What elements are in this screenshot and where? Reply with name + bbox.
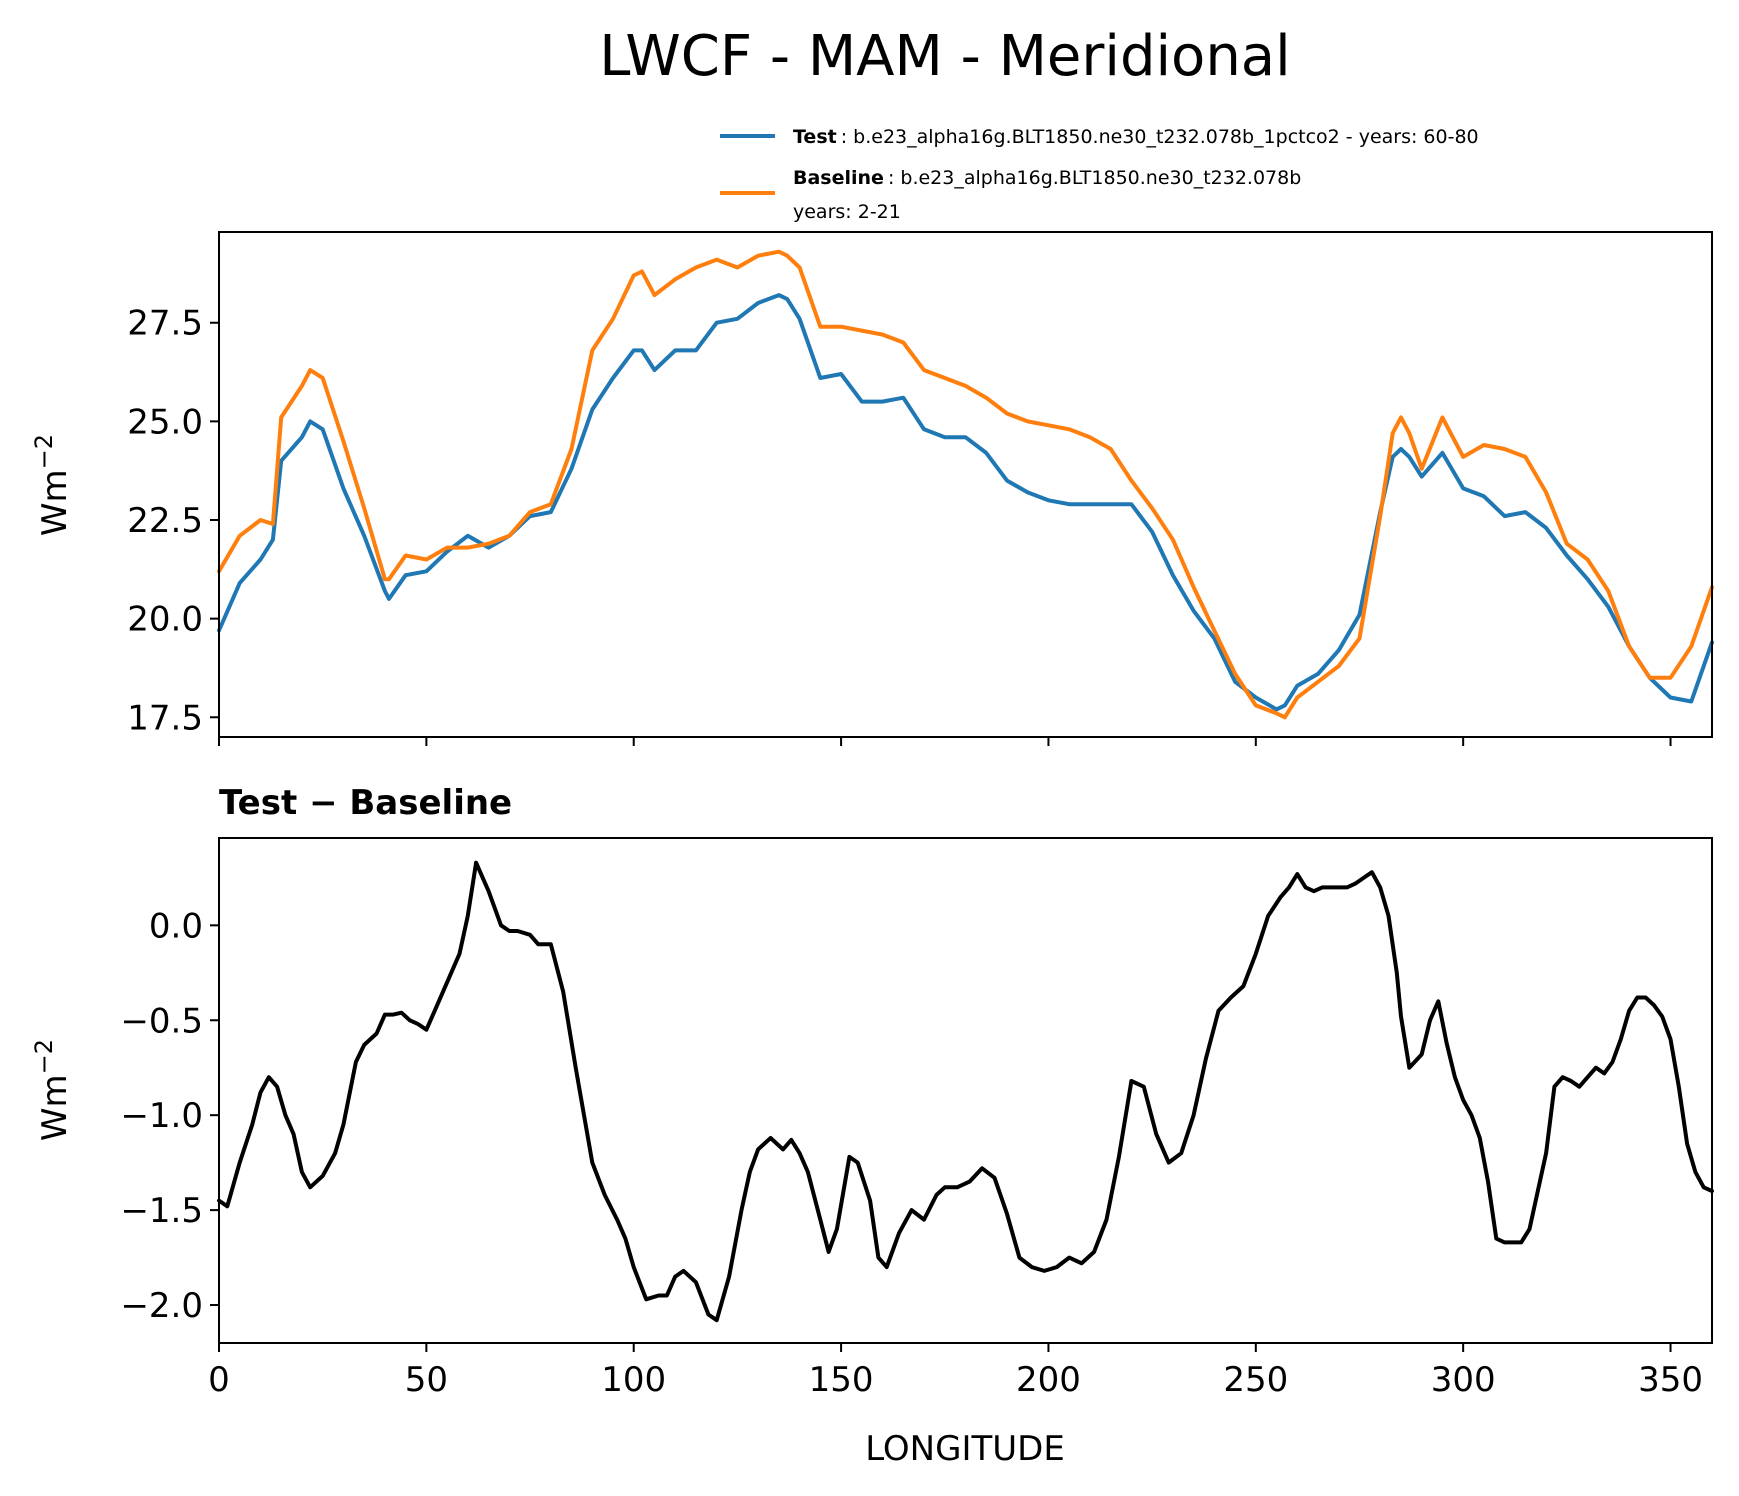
bottom-xtick-label: 0 xyxy=(208,1360,230,1400)
top-ytick-label: 17.5 xyxy=(127,698,203,738)
bottom-ytick-label: 0.0 xyxy=(149,906,203,946)
bottom-panel-title: Test − Baseline xyxy=(219,783,512,823)
legend: Test: b.e23_alpha16g.BLT1850.ne30_t232.0… xyxy=(720,126,1479,223)
bottom-xtick-label: 250 xyxy=(1223,1360,1288,1400)
bottom-xtick-label: 100 xyxy=(601,1360,666,1400)
top-series xyxy=(217,249,1714,720)
bottom-xtick-label: 300 xyxy=(1431,1360,1496,1400)
bottom-ylabel: Wm−2 xyxy=(30,1039,75,1141)
bottom-axes-frame xyxy=(218,837,1713,1344)
bottom-xlabel: LONGITUDE xyxy=(865,1429,1065,1469)
top-ylabel: Wm−2 xyxy=(30,434,75,536)
legend-test-label: Test: b.e23_alpha16g.BLT1850.ne30_t232.0… xyxy=(793,126,1479,148)
figure-title: LWCF - MAM - Meridional xyxy=(599,24,1290,89)
top-ytick-label: 22.5 xyxy=(127,501,203,541)
bottom-series-test-baseline xyxy=(217,860,1714,1323)
top-axes-frame xyxy=(218,231,1713,738)
top-ticks: 17.5 20.0 22.5 25.0 27.5 xyxy=(127,304,1672,746)
bottom-ylabel-main: Wm xyxy=(35,1074,75,1141)
top-ylabel-sup: −2 xyxy=(30,434,58,469)
bottom-xtick-label: 150 xyxy=(809,1360,874,1400)
bottom-ytick-label: −2.0 xyxy=(120,1286,203,1326)
legend-baseline-years: years: 2-21 xyxy=(793,201,901,223)
top-ytick-label: 20.0 xyxy=(127,600,203,640)
bottom-xtick-label: 50 xyxy=(405,1360,448,1400)
bottom-xtick-label: 350 xyxy=(1638,1360,1703,1400)
top-series-baseline xyxy=(217,249,1714,720)
bottom-series xyxy=(217,860,1714,1323)
top-series-test xyxy=(217,293,1714,712)
bottom-ytick-label: −1.5 xyxy=(120,1191,203,1231)
top-panel: 17.5 20.0 22.5 25.0 27.5 Wm−2 xyxy=(30,231,1714,746)
bottom-ytick-label: −0.5 xyxy=(120,1001,203,1041)
legend-test-name: Test xyxy=(793,126,837,148)
top-ylabel-main: Wm xyxy=(35,469,75,536)
legend-test-desc: : b.e23_alpha16g.BLT1850.ne30_t232.078b_… xyxy=(841,126,1479,148)
bottom-xtick-label: 200 xyxy=(1016,1360,1081,1400)
legend-baseline-name: Baseline xyxy=(793,167,884,189)
bottom-ylabel-sup: −2 xyxy=(30,1039,58,1074)
legend-baseline-desc: : b.e23_alpha16g.BLT1850.ne30_t232.078b xyxy=(888,167,1301,189)
top-ytick-label: 25.0 xyxy=(127,402,203,442)
top-ytick-label: 27.5 xyxy=(127,304,203,344)
legend-baseline-label: Baseline: b.e23_alpha16g.BLT1850.ne30_t2… xyxy=(793,167,1301,189)
bottom-ticks: −2.0 −1.5 −1.0 −0.5 0.0 0 50 100 150 200 250 300 350 xyxy=(120,906,1703,1400)
bottom-ytick-label: −1.0 xyxy=(120,1096,203,1136)
bottom-panel: Test − Baseline −2.0 −1.5 −1.0 −0.5 0.0 0 50 10… xyxy=(30,783,1714,1469)
